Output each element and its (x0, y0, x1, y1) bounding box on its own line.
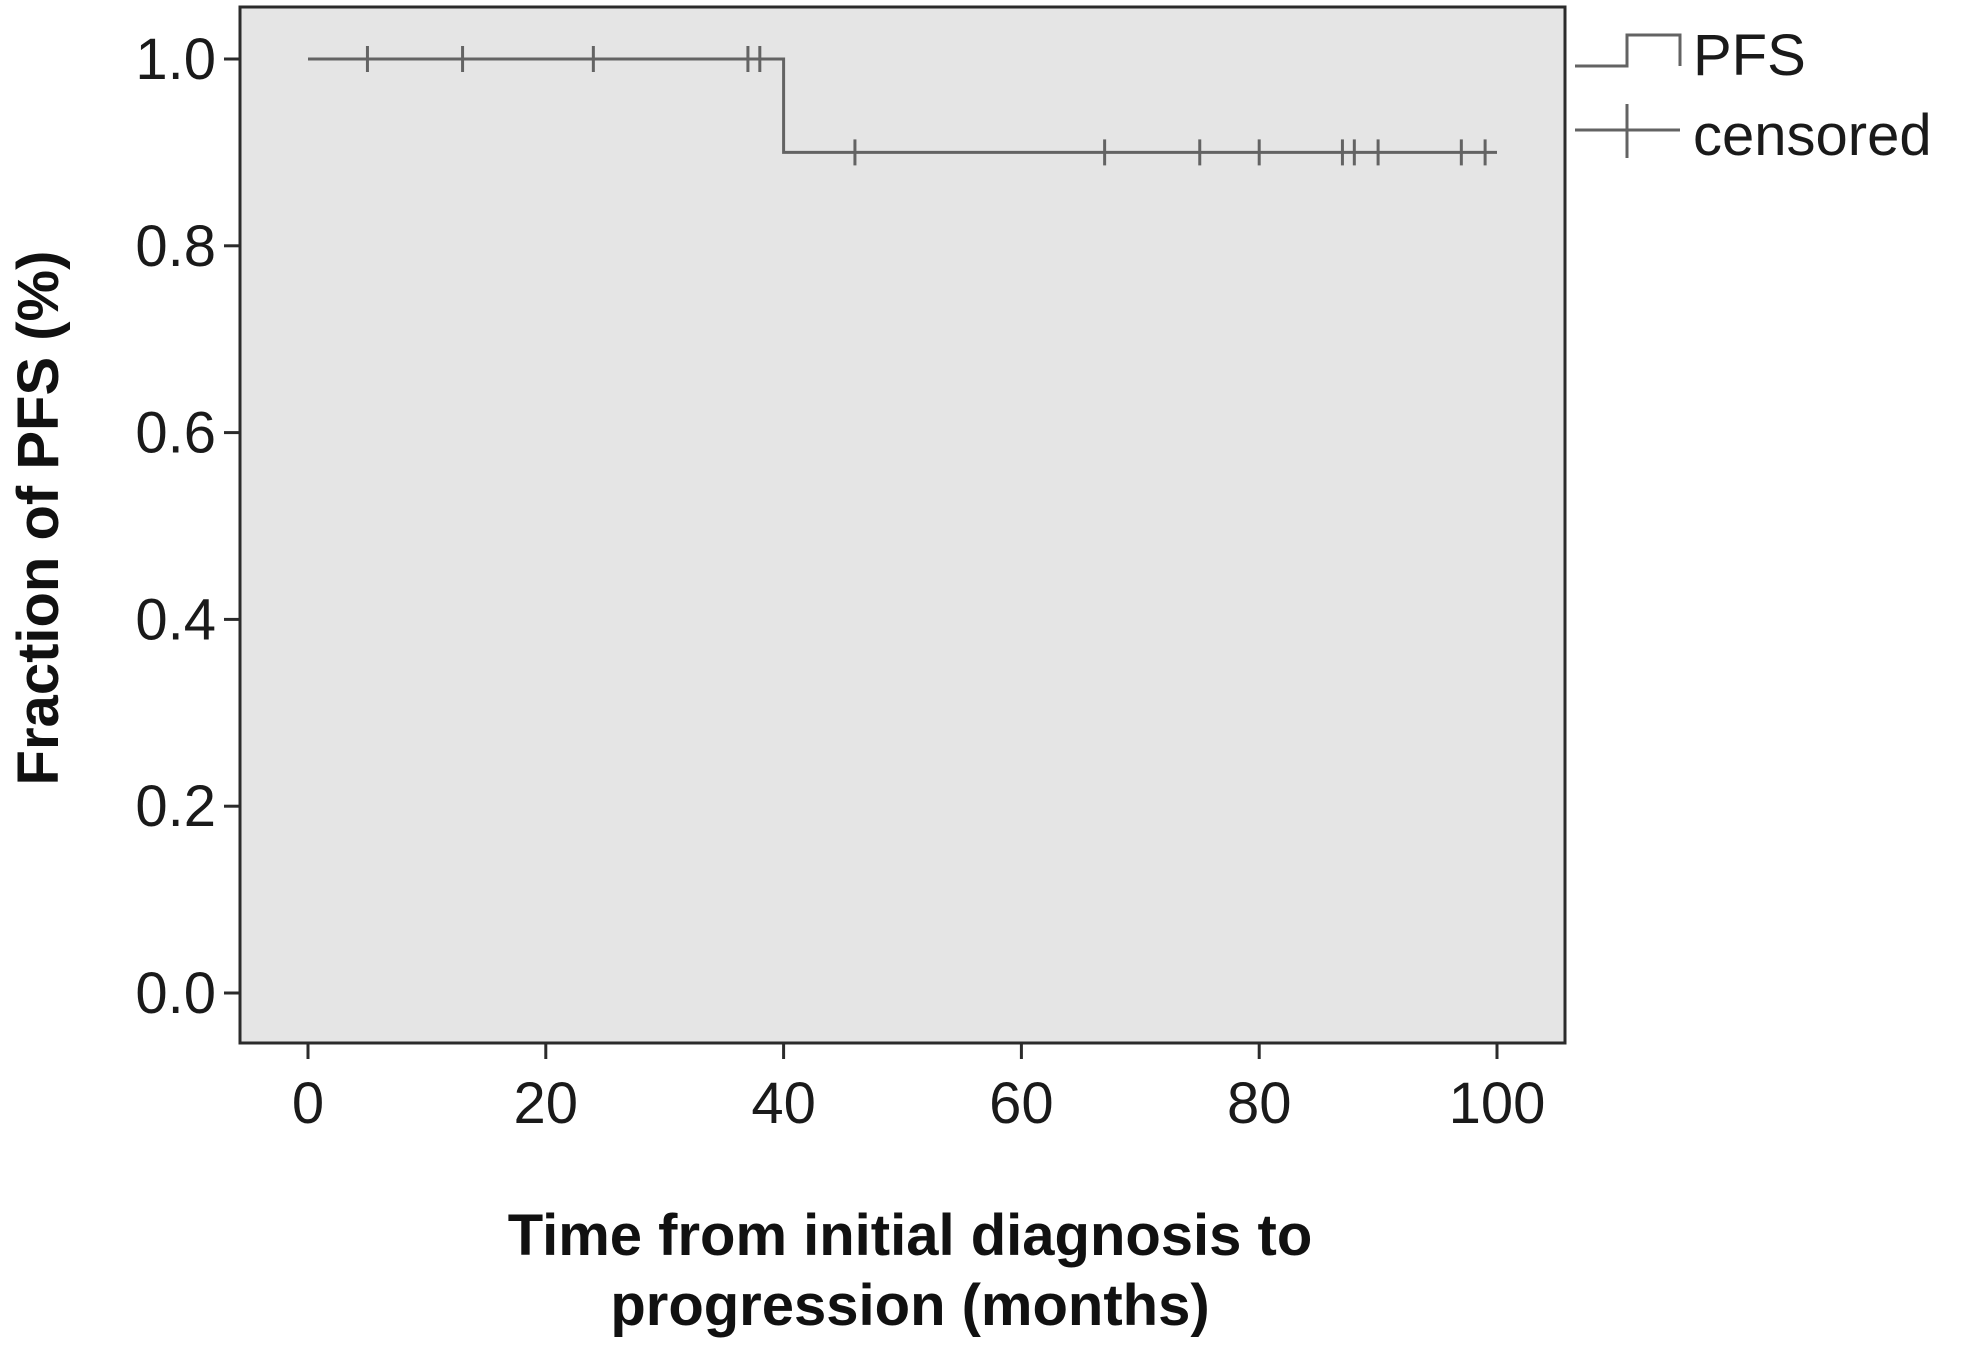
x-tick-label: 40 (751, 1071, 816, 1136)
legend-censored-cross-icon (1575, 104, 1680, 158)
y-tick-label: 0.0 (135, 961, 216, 1026)
pfs-step-line (308, 57, 1497, 154)
y-tick-label: 1.0 (135, 27, 216, 92)
legend-pfs-label: PFS (1693, 23, 1806, 88)
legend-pfs-step-icon (1575, 33, 1682, 68)
x-axis: 0 20 40 60 80 100 (292, 1043, 1546, 1136)
x-tick-label: 20 (514, 1071, 579, 1136)
legend-censored-label: censored (1693, 103, 1932, 168)
y-axis: 0.0 0.2 0.4 0.6 0.8 1.0 (135, 27, 240, 1026)
x-axis-title-line-2: progression (months) (610, 1273, 1209, 1338)
y-tick-label: 0.8 (135, 214, 216, 279)
y-axis-title: Fraction of PFS (%) (6, 251, 71, 786)
series-layer (308, 57, 1497, 154)
y-tick-label: 0.4 (135, 587, 216, 652)
y-tick-label: 0.6 (135, 401, 216, 466)
x-tick-label: 60 (989, 1071, 1054, 1136)
x-tick-label: 0 (292, 1071, 324, 1136)
x-tick-label: 100 (1449, 1071, 1546, 1136)
censor-marks (365, 46, 1487, 166)
y-tick-label: 0.2 (135, 774, 216, 839)
legend: PFS censored (1575, 23, 1932, 168)
plot-area (238, 5, 1567, 1045)
x-axis-title-line-1: Time from initial diagnosis to (508, 1203, 1313, 1268)
x-tick-label: 80 (1227, 1071, 1292, 1136)
